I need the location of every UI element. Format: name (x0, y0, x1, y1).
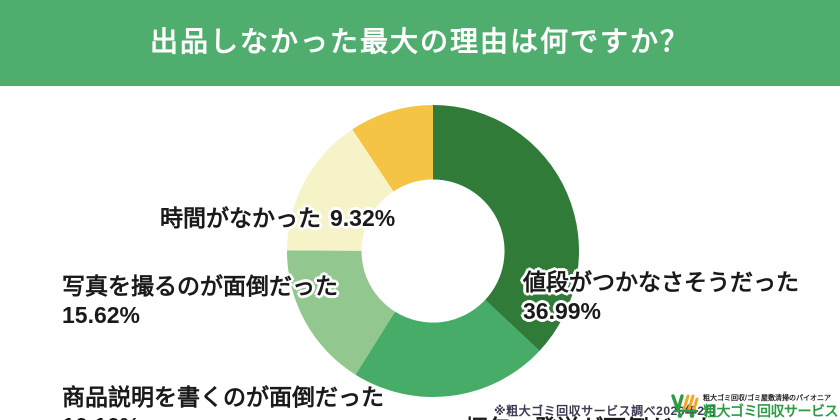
donut-slice-2 (286, 250, 396, 375)
donut-slice-3 (287, 129, 394, 251)
page-title: 出品しなかった最大の理由は何ですか？ (149, 26, 690, 57)
slice-label-photo: 写真を撮るのが面倒だった 15.62% (62, 272, 338, 330)
header-banner: 出品しなかった最大の理由は何ですか？ (0, 0, 840, 86)
brand-text: 粗大ゴミ回収/ゴミ屋敷清掃のパイオニア 粗大ゴミ回収サービス (703, 394, 839, 419)
garbage-truck-icon (671, 394, 699, 418)
source-note: ※粗大ゴミ回収サービス調べ2026年2月 (494, 404, 718, 418)
slice-value-text: 9.32% (330, 205, 396, 231)
slice-label-time: 時間がなかった 9.32% (160, 204, 395, 233)
donut-slice-1 (355, 299, 540, 398)
slice-label-text: 時間がなかった (160, 205, 321, 231)
slice-label-text: 商品説明を書くのが面倒だった (62, 384, 384, 410)
slice-label-description: 商品説明を書くのが面倒だった 16.16% (62, 383, 384, 420)
donut-slice-4 (352, 104, 433, 192)
slice-label-text: 値段がつかなさそうだった (523, 269, 799, 295)
donut-chart (286, 104, 580, 398)
slice-value-text: 15.62% (62, 302, 141, 328)
brand-tagline: 粗大ゴミ回収/ゴミ屋敷清掃のパイオニア (703, 395, 831, 402)
slice-label-text: 写真を撮るのが面倒だった (62, 273, 338, 299)
chart-area: 時間がなかった 9.32% 写真を撮るのが面倒だった 15.62% 商品説明を書くの… (0, 86, 840, 420)
slice-label-price: 値段がつかなさそうだった 36.99% (523, 268, 799, 326)
slice-value-text: 36.99% (523, 298, 602, 324)
slice-value-text: 16.16% (62, 412, 384, 420)
donut-slice-0 (433, 105, 580, 351)
slice-label-text: 梱包・発送が面倒だった (465, 415, 718, 420)
brand-logo: 粗大ゴミ回収/ゴミ屋敷清掃のパイオニア 粗大ゴミ回収サービス (671, 390, 839, 419)
brand-name: 粗大ゴミ回収サービス (703, 403, 839, 419)
slice-label-shipping: 梱包・発送が面倒だった21.92% (465, 414, 718, 420)
